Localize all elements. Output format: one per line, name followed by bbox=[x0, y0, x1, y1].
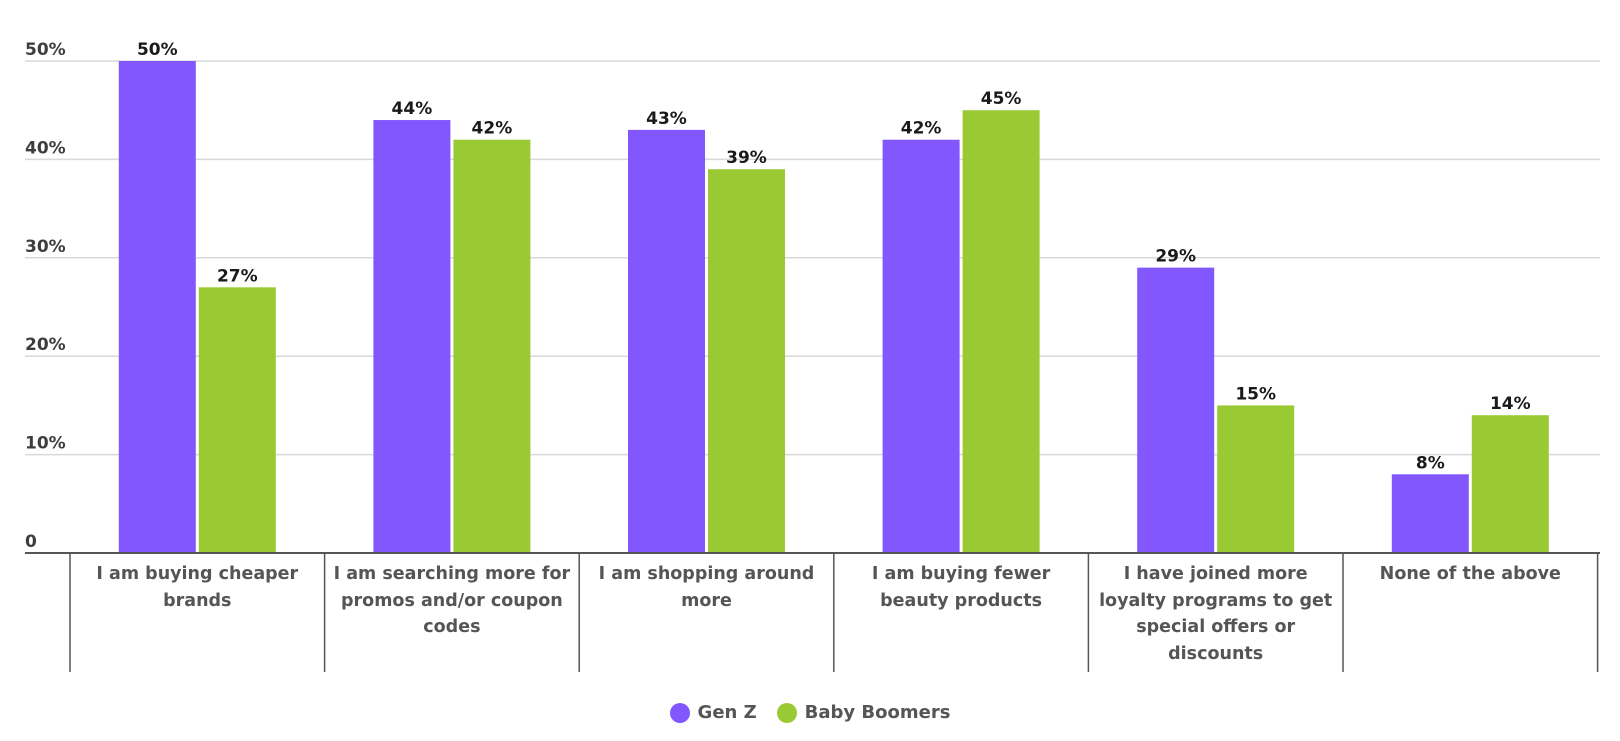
legend-label-baby-boomers: Baby Boomers bbox=[804, 702, 951, 723]
data-label: 29% bbox=[1155, 247, 1196, 267]
data-label: 43% bbox=[646, 109, 687, 129]
bar bbox=[198, 287, 276, 553]
bar bbox=[882, 139, 960, 553]
data-label: 42% bbox=[472, 119, 513, 139]
data-label: 50% bbox=[137, 40, 178, 60]
bar bbox=[453, 139, 531, 553]
bar bbox=[373, 120, 451, 553]
bar bbox=[962, 110, 1040, 553]
legend-swatch-gen-z bbox=[669, 702, 690, 723]
data-label: 27% bbox=[217, 266, 258, 286]
bar bbox=[628, 129, 705, 553]
y-tick-label: 0 bbox=[25, 532, 37, 552]
legend-item-gen-z: Gen Z bbox=[669, 702, 757, 723]
bar bbox=[1391, 474, 1469, 553]
bar bbox=[708, 169, 785, 554]
x-tick-label: I am shopping around more bbox=[598, 564, 815, 611]
y-tick-label: 20% bbox=[25, 335, 66, 355]
data-label: 39% bbox=[726, 148, 767, 168]
bar bbox=[1471, 415, 1549, 553]
y-tick-label: 30% bbox=[25, 237, 66, 257]
y-tick-label: 50% bbox=[25, 40, 66, 60]
data-label: 44% bbox=[392, 99, 433, 119]
legend-item-baby-boomers: Baby Boomers bbox=[776, 702, 951, 723]
data-label: 45% bbox=[981, 89, 1022, 109]
legend-swatch-baby-boomers bbox=[776, 702, 797, 723]
y-tick-label: 40% bbox=[25, 138, 66, 158]
x-tick-label: I am buying cheaper brands bbox=[96, 564, 299, 611]
x-tick-label: I am searching more for promos and/or co… bbox=[333, 564, 571, 637]
legend: Gen Z Baby Boomers bbox=[0, 702, 1620, 723]
bar bbox=[1217, 405, 1295, 553]
data-label: 8% bbox=[1416, 453, 1445, 473]
x-tick-label: I have joined more loyalty programs to g… bbox=[1099, 564, 1333, 664]
x-tick-label: I am buying fewer beauty products bbox=[871, 564, 1051, 611]
y-tick-label: 10% bbox=[25, 434, 66, 454]
bar bbox=[1137, 267, 1215, 553]
legend-label-gen-z: Gen Z bbox=[697, 702, 757, 723]
x-tick-label: None of the above bbox=[1379, 564, 1561, 584]
data-label: 15% bbox=[1235, 384, 1276, 404]
data-label: 42% bbox=[901, 119, 942, 139]
bar bbox=[118, 61, 196, 553]
data-label: 14% bbox=[1490, 394, 1531, 414]
